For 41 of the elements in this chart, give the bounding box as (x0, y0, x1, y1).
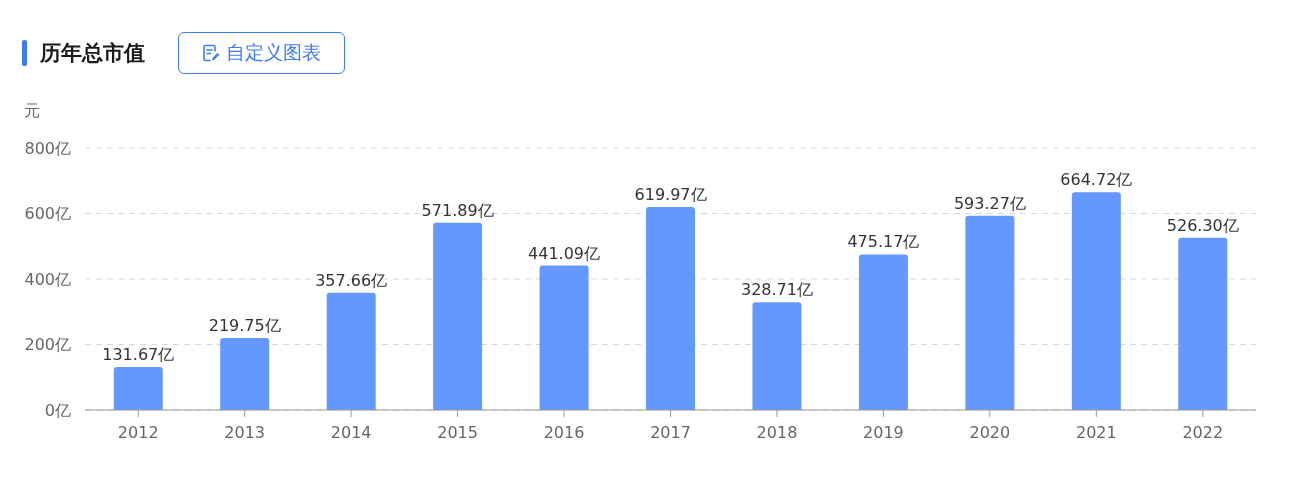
bar (1071, 192, 1121, 410)
y-axis-title: 元 (24, 101, 40, 122)
bar (646, 206, 696, 410)
data-label: 664.72亿 (1060, 170, 1133, 190)
bar (113, 366, 163, 410)
x-tick-label: 2022 (1182, 423, 1224, 443)
bar (220, 338, 270, 410)
data-label: 441.09亿 (528, 243, 601, 263)
y-tick-label: 400亿 (24, 269, 71, 289)
data-label: 571.89亿 (421, 200, 494, 220)
data-label: 328.71亿 (740, 280, 813, 300)
x-tick-label: 2015 (437, 423, 478, 443)
y-tick-label: 200亿 (24, 335, 71, 355)
x-tick-label: 2020 (969, 423, 1011, 443)
data-label: 619.97亿 (634, 184, 707, 204)
data-label: 475.17亿 (847, 232, 920, 252)
data-label: 219.75亿 (208, 316, 281, 336)
data-label: 593.27亿 (953, 193, 1026, 213)
y-tick-label: 800亿 (24, 138, 71, 158)
data-label: 357.66亿 (315, 270, 388, 290)
x-tick-label: 2012 (117, 423, 159, 443)
data-label: 526.30亿 (1166, 215, 1239, 235)
bar (326, 292, 376, 410)
bar (858, 254, 908, 410)
custom-chart-button[interactable]: 自定义图表 (178, 32, 345, 74)
bar (752, 302, 802, 410)
x-tick-label: 2019 (863, 423, 904, 443)
bar (965, 215, 1015, 410)
y-tick-label: 0亿 (44, 400, 71, 420)
bar (1178, 237, 1228, 410)
x-tick-label: 2014 (330, 423, 372, 443)
x-tick-label: 2013 (224, 423, 266, 443)
chart-title: 历年总市值 (40, 40, 145, 67)
data-label: 131.67亿 (102, 344, 175, 364)
bar (433, 222, 483, 410)
x-tick-label: 2016 (543, 423, 585, 443)
y-tick-label: 600亿 (24, 204, 71, 224)
x-tick-label: 2018 (756, 423, 798, 443)
x-tick-label: 2021 (1075, 423, 1117, 443)
bar (539, 265, 589, 410)
x-tick-label: 2017 (650, 423, 691, 443)
